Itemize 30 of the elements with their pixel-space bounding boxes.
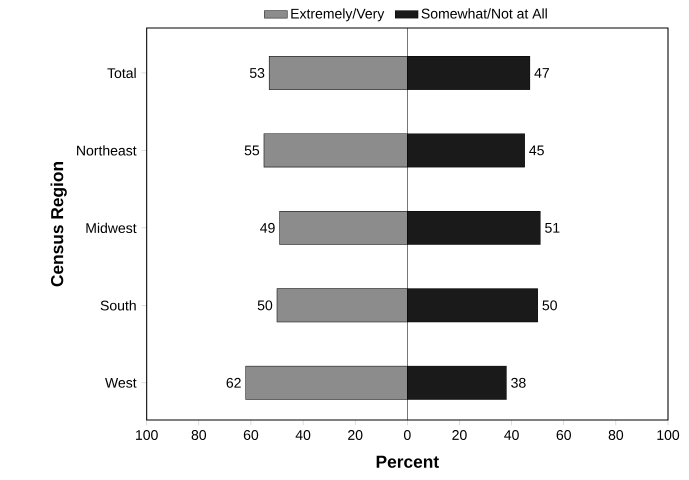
y-axis-title: Census Region xyxy=(50,162,67,286)
x-tick-label: 0 xyxy=(404,430,411,440)
x-tick-label: 100 xyxy=(136,430,158,440)
data-label: 47 xyxy=(534,68,549,78)
x-tick-label: 60 xyxy=(556,430,571,440)
data-label: 50 xyxy=(542,300,557,310)
x-tick-label: 20 xyxy=(348,430,362,440)
data-label: 55 xyxy=(244,146,260,156)
data-label: 62 xyxy=(226,378,241,388)
x-axis-title: Percent xyxy=(376,456,439,468)
data-label: 53 xyxy=(250,68,264,78)
y-tick-label: Northeast xyxy=(77,145,137,156)
y-tick-label: South xyxy=(100,300,136,310)
legend-label: Somewhat/Not at All xyxy=(422,8,547,19)
data-label: 38 xyxy=(511,378,526,388)
data-label: 45 xyxy=(529,146,544,156)
x-tick-label: 100 xyxy=(657,430,680,440)
x-tick-label: 40 xyxy=(296,430,310,440)
x-tick-label: 20 xyxy=(452,430,467,440)
y-tick-label: Total xyxy=(107,68,136,78)
legend-label: Extremely/Very xyxy=(291,8,384,22)
x-tick-label: 80 xyxy=(608,430,624,440)
y-tick-label: Midwest xyxy=(86,222,137,234)
y-tick-label: West xyxy=(105,378,137,388)
x-tick-label: 40 xyxy=(504,430,519,440)
data-label: 50 xyxy=(258,300,272,310)
x-tick-label: 60 xyxy=(244,430,258,440)
x-tick-label: 80 xyxy=(192,430,206,440)
data-label: 49 xyxy=(260,222,275,233)
data-label: 51 xyxy=(545,223,560,233)
